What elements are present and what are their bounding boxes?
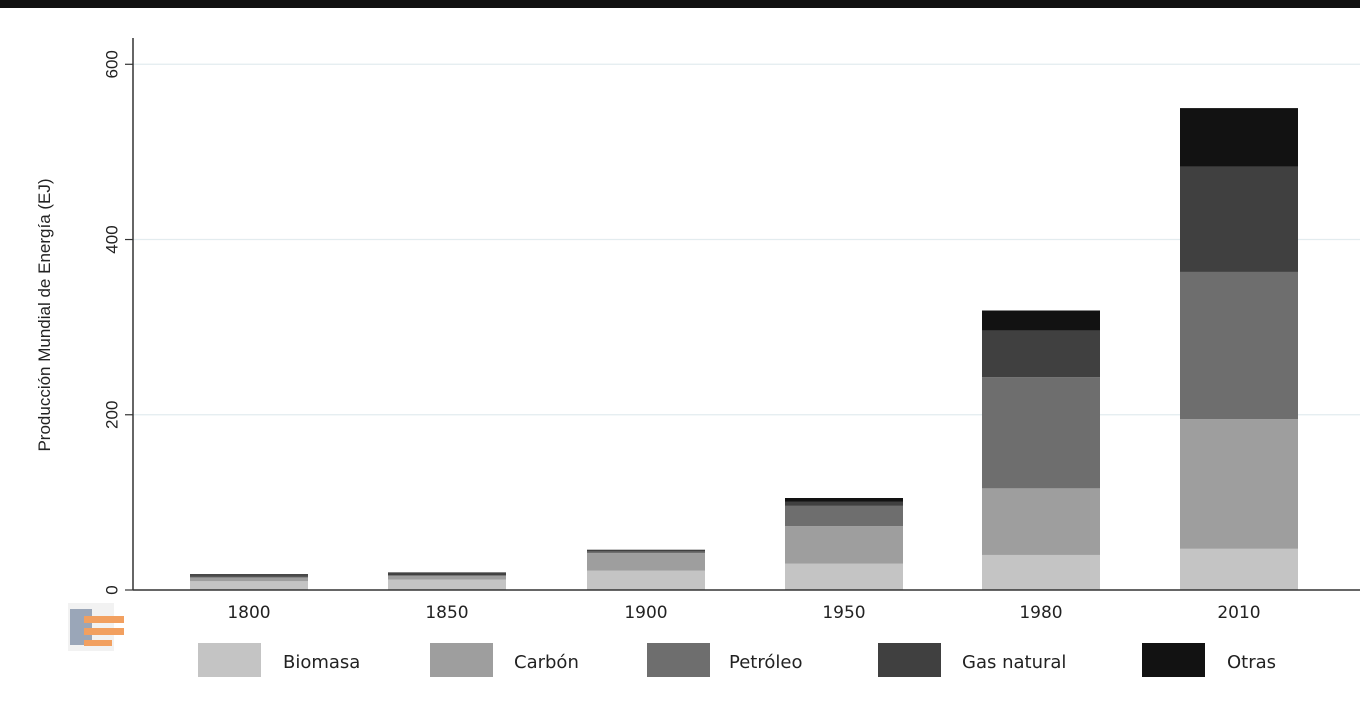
bar-segment bbox=[190, 576, 308, 578]
legend-label: Otras bbox=[1227, 652, 1276, 673]
bar-segment bbox=[587, 553, 705, 571]
legend-swatch bbox=[198, 643, 261, 677]
bar-segment bbox=[587, 551, 705, 554]
y-tick-labels: 0 200 400 600 bbox=[102, 50, 133, 595]
bar-segment bbox=[982, 554, 1100, 590]
bar-segment bbox=[190, 575, 308, 577]
y-tick-label: 0 bbox=[102, 585, 121, 594]
bar-segment bbox=[388, 573, 506, 576]
bar-segment bbox=[785, 505, 903, 527]
legend-swatch bbox=[878, 643, 941, 677]
bar-segment bbox=[587, 570, 705, 590]
bar-segment bbox=[1180, 166, 1298, 272]
bar-segment bbox=[1180, 271, 1298, 420]
gridlines bbox=[133, 63, 1360, 416]
bar-segment bbox=[190, 574, 308, 576]
x-tick-label: 1900 bbox=[624, 603, 667, 623]
y-tick-label: 200 bbox=[102, 401, 121, 429]
legend-label: Carbón bbox=[514, 652, 579, 673]
bars bbox=[190, 108, 1298, 590]
window-top-bar bbox=[0, 0, 1360, 8]
legend-label: Biomasa bbox=[283, 652, 360, 673]
watermark-logo bbox=[68, 603, 124, 651]
x-tick-label: 1980 bbox=[1019, 603, 1062, 623]
legend-label: Petróleo bbox=[729, 652, 802, 673]
bar-segment bbox=[388, 575, 506, 580]
bar-segment bbox=[982, 377, 1100, 489]
y-tick-label: 600 bbox=[102, 50, 121, 78]
bar-segment bbox=[1180, 548, 1298, 590]
legend-swatch bbox=[430, 643, 493, 677]
legend-swatch bbox=[1142, 643, 1205, 677]
x-tick-label: 1800 bbox=[227, 603, 270, 623]
bar-segment bbox=[190, 581, 308, 590]
bar-segment bbox=[785, 498, 903, 502]
bar-segment bbox=[388, 572, 506, 574]
legend: Biomasa Carbón Petróleo Gas natural Otras bbox=[198, 643, 1276, 677]
axes bbox=[132, 38, 1360, 591]
x-tick-label: 1950 bbox=[822, 603, 865, 623]
legend-swatch bbox=[647, 643, 710, 677]
bar-segment bbox=[982, 310, 1100, 331]
bar-segment bbox=[1180, 419, 1298, 549]
bar-segment bbox=[785, 501, 903, 506]
bar-segment bbox=[982, 330, 1100, 378]
bar-segment bbox=[785, 526, 903, 564]
x-tick-labels: 1800 1850 1900 1950 1980 2010 bbox=[227, 603, 1260, 623]
bar-segment bbox=[388, 579, 506, 590]
bar-segment bbox=[587, 549, 705, 552]
bar-segment bbox=[785, 563, 903, 590]
y-tick-label: 400 bbox=[102, 225, 121, 253]
bar-segment bbox=[388, 575, 506, 576]
x-tick-label: 2010 bbox=[1217, 603, 1260, 623]
legend-label: Gas natural bbox=[962, 652, 1066, 673]
bar-segment bbox=[1180, 108, 1298, 167]
y-axis-title: Producción Mundial de Energía (EJ) bbox=[35, 178, 54, 451]
bar-segment bbox=[982, 488, 1100, 555]
bar-segment bbox=[190, 577, 308, 582]
x-tick-label: 1850 bbox=[425, 603, 468, 623]
